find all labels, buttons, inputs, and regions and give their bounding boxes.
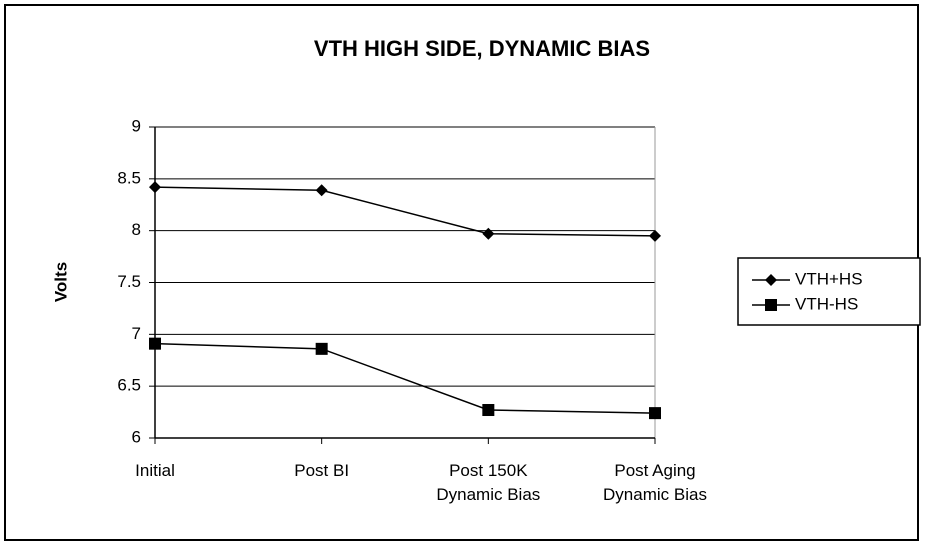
legend-label: VTH-HS (795, 294, 858, 313)
series-line (154, 342, 656, 414)
marker (482, 404, 495, 417)
marker (315, 184, 328, 197)
y-tick-label: 6.5 (117, 376, 141, 395)
y-tick-label: 7 (132, 324, 141, 343)
legend-box (737, 257, 921, 326)
x-tick-label: Post BI (294, 461, 349, 480)
y-tick-label: 8 (132, 220, 141, 239)
marker (149, 337, 161, 350)
y-axis-label: Volts (51, 262, 70, 302)
y-tick-label: 9 (132, 116, 141, 135)
marker (315, 342, 328, 355)
marker (649, 229, 661, 242)
y-tick-label: 7.5 (117, 272, 141, 291)
marker (649, 407, 661, 420)
y-tick-label: 8.5 (117, 168, 141, 187)
legend-marker (765, 299, 777, 311)
marker (149, 181, 161, 194)
legend-label: VTH+HS (795, 269, 863, 288)
y-tick-label: 6 (132, 427, 141, 446)
x-tick-label: Post Aging Dynamic Bias (603, 461, 707, 504)
series-line (154, 186, 656, 237)
chart-title: VTH HIGH SIDE, DYNAMIC BIAS (314, 36, 650, 61)
x-tick-label: Initial (135, 461, 175, 480)
marker (482, 227, 495, 240)
x-tick-label: Post 150K Dynamic Bias (436, 461, 540, 504)
legend-marker (765, 274, 777, 286)
